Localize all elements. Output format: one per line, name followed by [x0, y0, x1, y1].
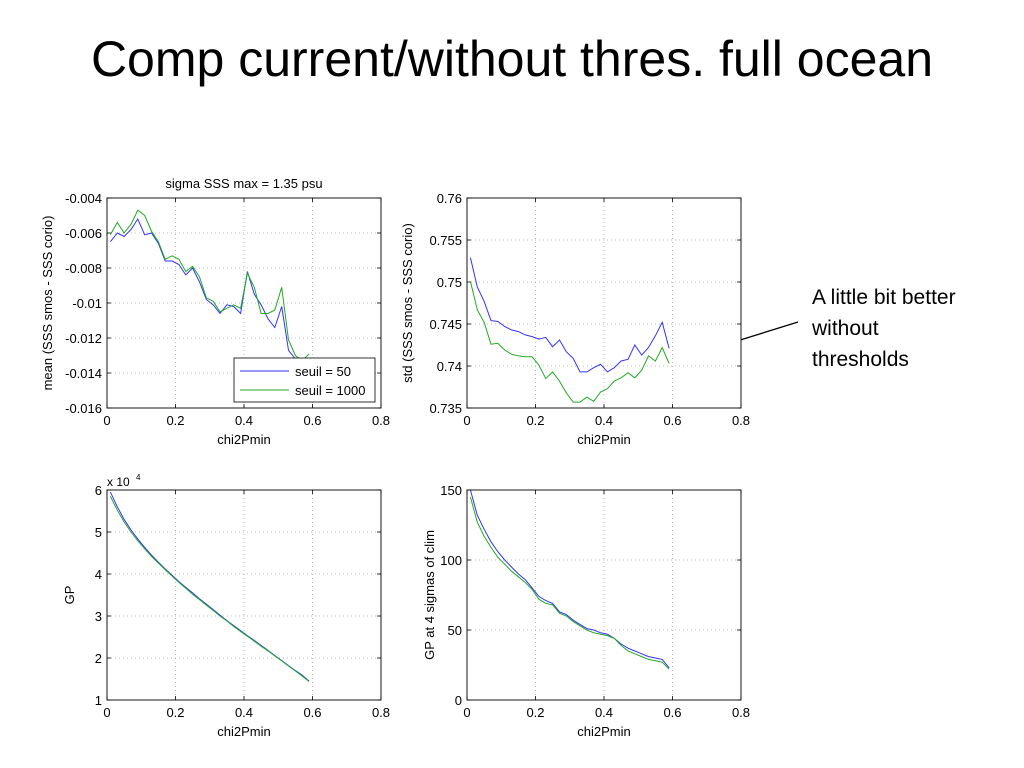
- y-tick-label: 3: [95, 609, 102, 624]
- chart-title: sigma SSS max = 1.35 psu: [165, 176, 322, 191]
- y-tick-label: 0.74: [437, 359, 462, 374]
- x-tick-label: 0.2: [166, 413, 184, 428]
- x-tick-label: 0.2: [526, 413, 544, 428]
- x-tick-label: 0: [103, 705, 110, 720]
- axes-frame: [466, 489, 742, 701]
- x-axis-label: chi2Pmin: [217, 432, 270, 447]
- series-line: [469, 257, 670, 373]
- y-tick-label: 0.735: [429, 401, 462, 416]
- y-axis-label: std (SSS smos - SSS corio): [400, 223, 415, 383]
- x-tick-label: 0.2: [526, 705, 544, 720]
- y-tick-label: -0.012: [65, 331, 102, 346]
- x-tick-label: 0.4: [235, 413, 253, 428]
- y-tick-label: -0.014: [65, 366, 102, 381]
- annotation-line: thresholds: [812, 348, 909, 371]
- y-tick-label: 0: [455, 693, 462, 708]
- x-axis-label: chi2Pmin: [217, 724, 270, 739]
- series-line: [469, 496, 670, 670]
- series-line: [469, 489, 670, 669]
- y-tick-label: 0.75: [437, 275, 462, 290]
- axes-frame: [106, 489, 382, 701]
- y-tick-label: 50: [448, 623, 462, 638]
- annotation-line: A little bit better: [812, 286, 956, 309]
- legend-label: seuil = 50: [295, 364, 351, 379]
- axis-scale-label: x 10: [107, 475, 130, 489]
- series-line: [110, 217, 310, 377]
- y-tick-label: -0.016: [65, 401, 102, 416]
- x-tick-label: 0.6: [663, 413, 681, 428]
- y-tick-label: 1: [95, 693, 102, 708]
- y-tick-label: 0.76: [437, 191, 462, 206]
- slide-title: Comp current/without thres. full ocean: [90, 31, 934, 87]
- y-tick-label: 100: [440, 553, 462, 568]
- y-tick-label: 0.755: [429, 233, 462, 248]
- x-tick-label: 0.6: [663, 705, 681, 720]
- y-tick-label: 6: [95, 483, 102, 498]
- y-tick-label: 0.745: [429, 317, 462, 332]
- x-tick-label: 0.6: [303, 413, 321, 428]
- y-tick-label: -0.008: [65, 261, 102, 276]
- series-line: [109, 209, 310, 362]
- axes-frame: [466, 197, 742, 409]
- y-axis-label: mean (SSS smos - SSS corio): [40, 216, 55, 391]
- x-tick-label: 0: [463, 705, 470, 720]
- annotation-text: A little bit better without thresholds: [812, 282, 1012, 375]
- x-tick-label: 0.8: [732, 413, 750, 428]
- y-axis-label: GP at 4 sigmas of clim: [422, 530, 437, 660]
- x-tick-label: 0.8: [732, 705, 750, 720]
- x-tick-label: 0.4: [595, 413, 613, 428]
- legend-box: [233, 357, 376, 403]
- x-tick-label: 0.4: [595, 705, 613, 720]
- y-tick-label: -0.006: [65, 226, 102, 241]
- x-tick-label: 0.4: [235, 705, 253, 720]
- series-line: [469, 281, 670, 403]
- axis-scale-exponent: 4: [136, 473, 141, 482]
- x-tick-label: 0.2: [166, 705, 184, 720]
- x-axis-label: chi2Pmin: [577, 432, 630, 447]
- x-axis-label: chi2Pmin: [577, 724, 630, 739]
- x-tick-label: 0.6: [303, 705, 321, 720]
- y-axis-label: GP: [62, 586, 77, 605]
- y-tick-label: -0.01: [72, 296, 102, 311]
- y-tick-label: 150: [440, 483, 462, 498]
- y-tick-label: 4: [95, 567, 102, 582]
- legend-label: seuil = 1000: [295, 383, 365, 398]
- y-tick-label: -0.004: [65, 191, 102, 206]
- annotation-line: without: [812, 317, 879, 340]
- y-tick-label: 2: [95, 651, 102, 666]
- x-tick-label: 0.8: [372, 705, 390, 720]
- axes-frame: [106, 197, 382, 409]
- x-tick-label: 0: [103, 413, 110, 428]
- x-tick-label: 0.8: [372, 413, 390, 428]
- x-tick-label: 0: [463, 413, 470, 428]
- y-tick-label: 5: [95, 525, 102, 540]
- series-line: [109, 496, 310, 682]
